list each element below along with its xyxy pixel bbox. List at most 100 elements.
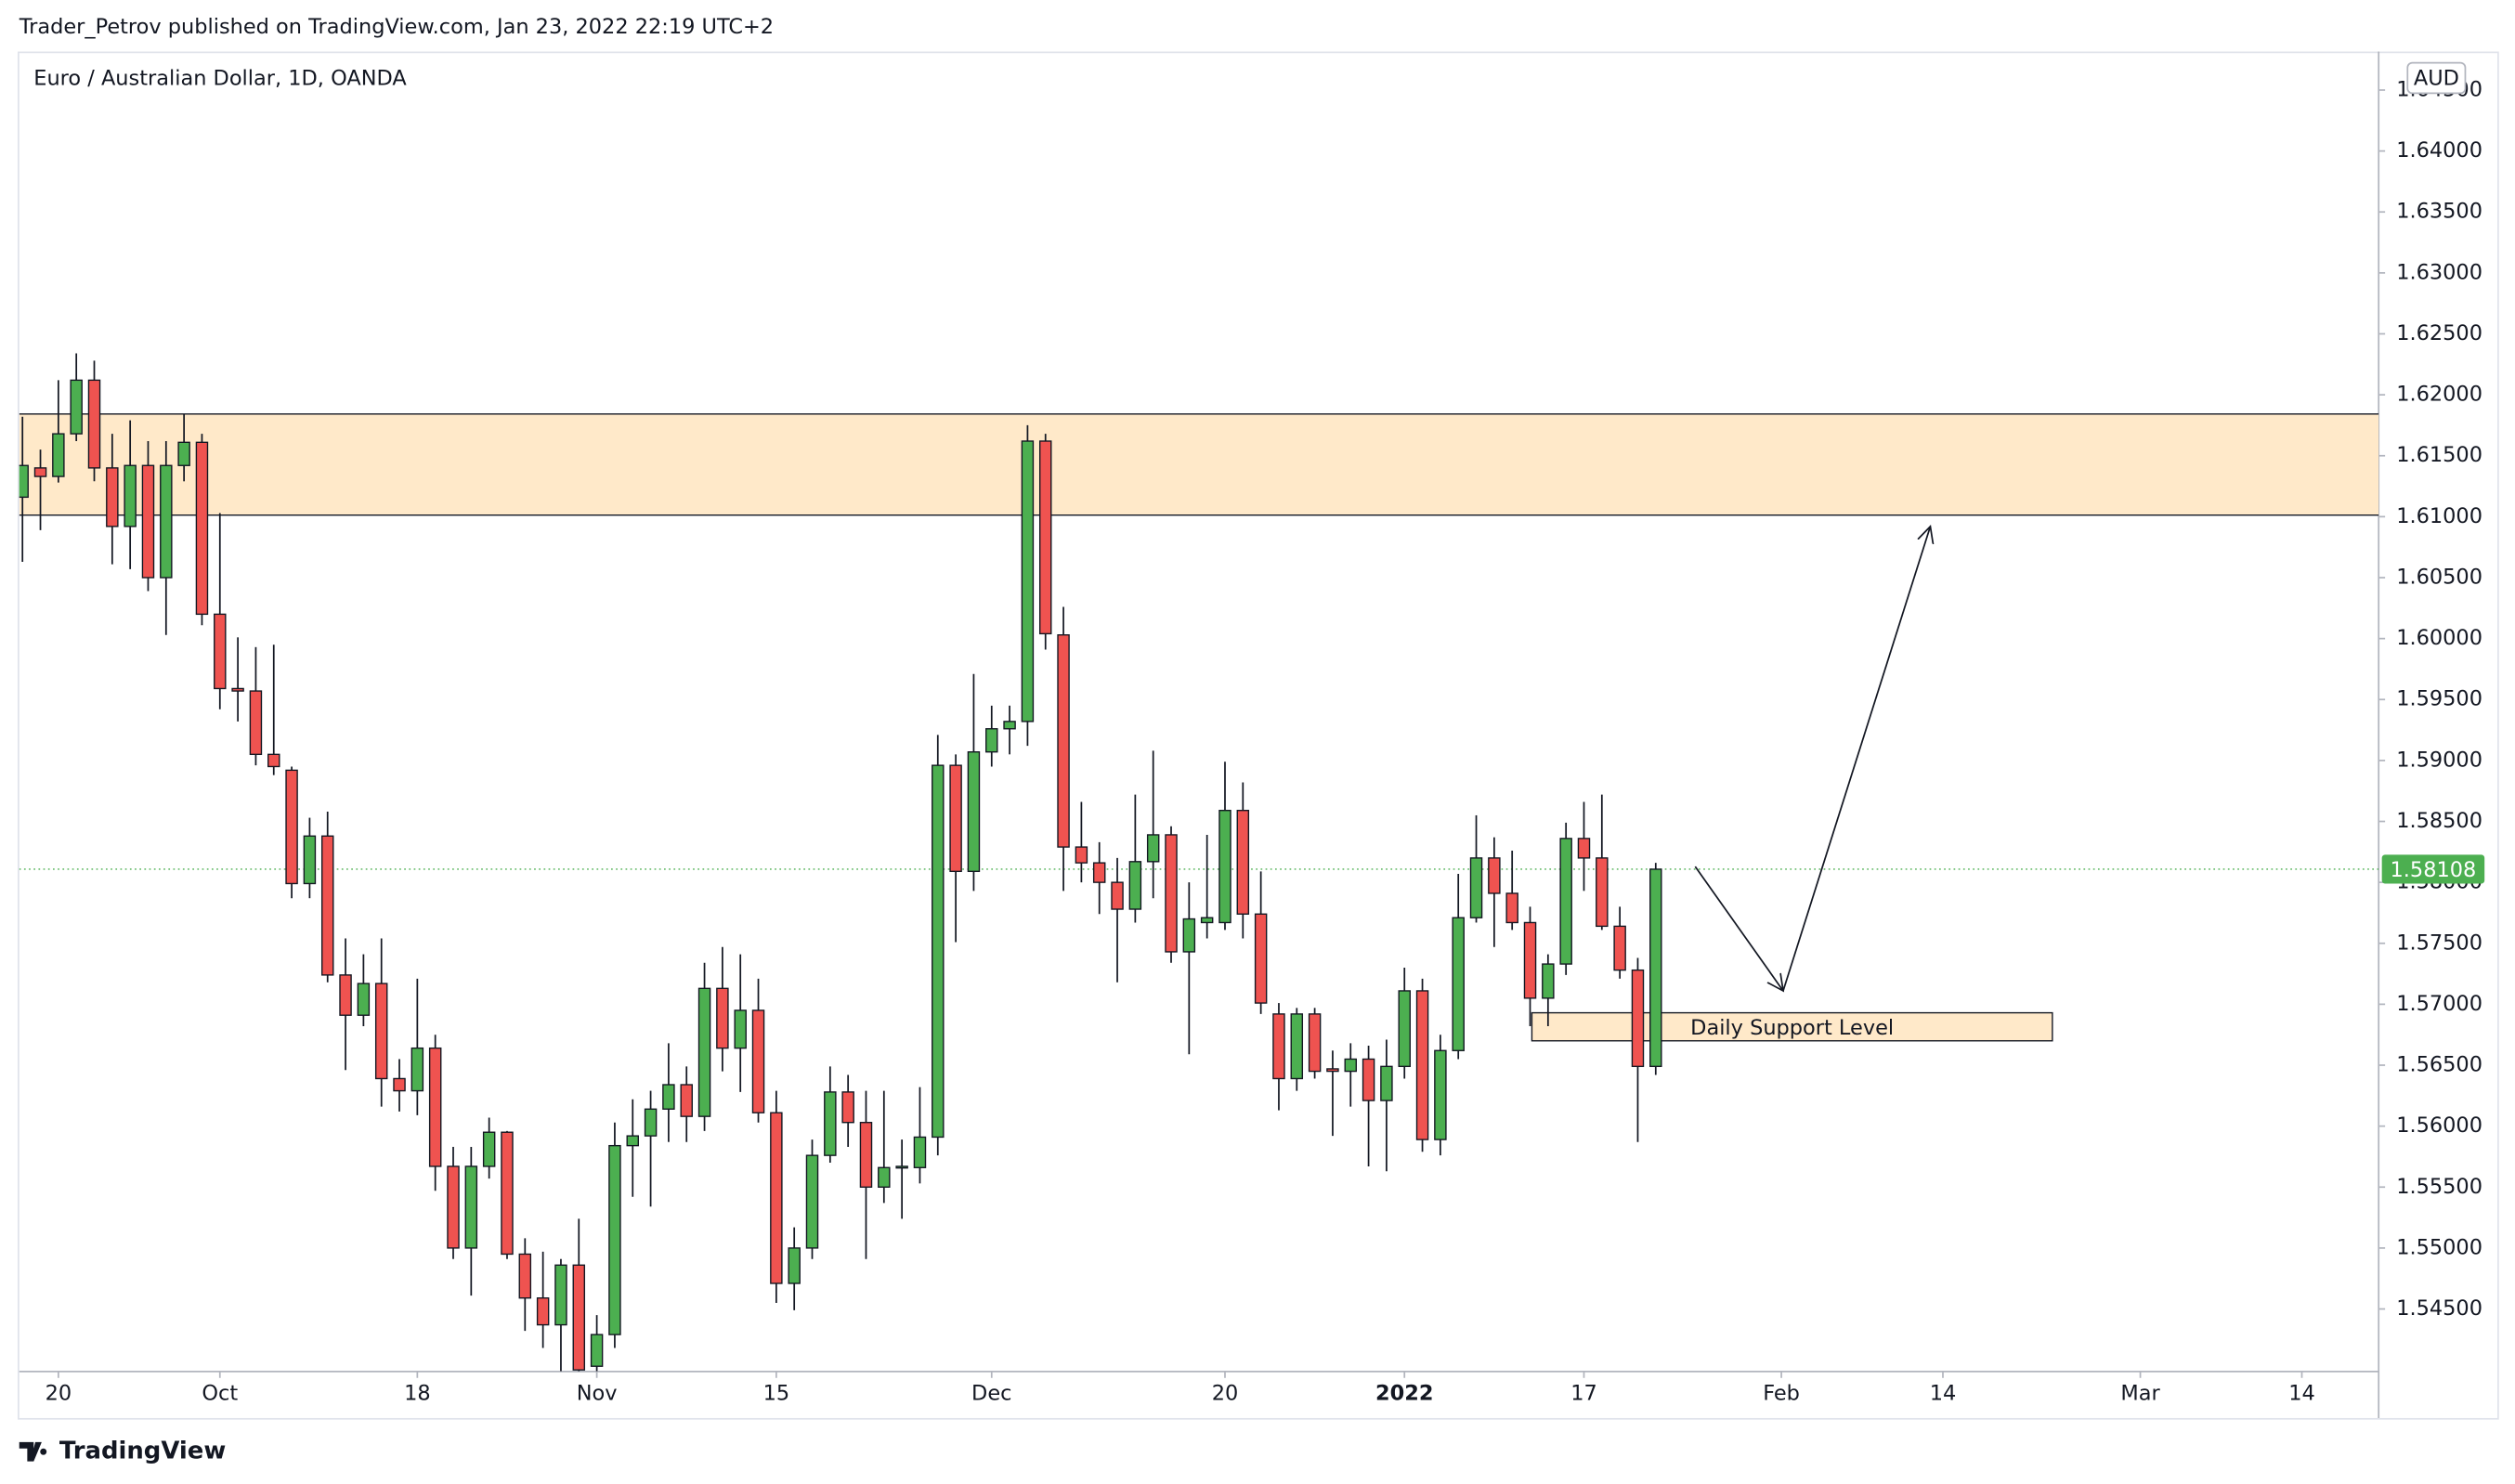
header: Trader_Petrov published on TradingView.c…: [19, 15, 774, 39]
candle-body: [87, 379, 101, 469]
candle-body: [1649, 868, 1662, 1068]
candle-body: [1488, 857, 1501, 894]
x-tick-label: 14: [1930, 1382, 1957, 1406]
candle-body: [1308, 1013, 1322, 1073]
candle-body: [267, 753, 280, 768]
candle-body: [19, 464, 29, 499]
candle-body: [1038, 440, 1052, 635]
y-tick-label: 1.55000: [2396, 1235, 2482, 1259]
y-tick-label: 1.57000: [2396, 992, 2482, 1016]
y-tick-label: 1.62500: [2396, 321, 2482, 345]
x-tick-label: Nov: [577, 1382, 618, 1406]
candle-body: [303, 835, 317, 885]
candle-body: [33, 467, 47, 477]
candle-body: [1469, 857, 1483, 918]
candle-body: [1596, 857, 1609, 928]
y-tick-label: 1.56000: [2396, 1113, 2482, 1138]
candle-body: [572, 1264, 586, 1371]
x-tick-label: 20: [1212, 1382, 1239, 1406]
candle-body: [1021, 440, 1035, 722]
candle-body: [1254, 913, 1268, 1004]
candle-body: [859, 1122, 873, 1188]
candle-body: [554, 1264, 567, 1326]
candle-body: [697, 987, 711, 1117]
candle-body: [1380, 1065, 1393, 1101]
candle-body: [1200, 917, 1214, 924]
y-tick-label: 1.57500: [2396, 931, 2482, 955]
candle-body: [214, 613, 227, 690]
candle-body: [1559, 838, 1572, 965]
currency-badge: [2406, 61, 2467, 95]
candle-body: [1631, 969, 1645, 1068]
candle-body: [967, 751, 981, 873]
candle-body: [195, 441, 209, 616]
candle-body: [590, 1334, 604, 1367]
x-tick-label: 20: [46, 1382, 72, 1406]
axes: 1.54500 1.55000 1.55500 1.56000 1.56500 1.570…: [46, 77, 2482, 1405]
candle-body: [1075, 846, 1088, 864]
candle-body: [231, 687, 244, 692]
candle-body: [788, 1247, 801, 1284]
y-tick-label: 1.58500: [2396, 809, 2482, 833]
candle-body: [70, 379, 83, 435]
candle-body: [985, 728, 998, 753]
y-tick-label: 1.60500: [2396, 566, 2482, 590]
candle-body: [501, 1131, 514, 1256]
x-tick-label: 2022: [1375, 1382, 1433, 1406]
currency: AUD: [2414, 66, 2459, 90]
x-tick-label: Oct: [202, 1382, 238, 1406]
x-tick-label: 15: [763, 1382, 790, 1406]
zone: [19, 413, 2379, 515]
candle-body: [949, 764, 962, 873]
candle-body: [1344, 1058, 1357, 1073]
candle-body: [1523, 921, 1537, 999]
candle-body: [716, 987, 729, 1049]
candle-body: [734, 1009, 747, 1049]
candle-body: [1111, 881, 1124, 910]
candle-body: [1128, 861, 1142, 910]
candle-body: [1415, 990, 1429, 1140]
y-tick-label: 1.63500: [2396, 200, 2482, 224]
candle-body: [393, 1077, 406, 1092]
candle-body: [1146, 834, 1160, 863]
candle-body: [680, 1084, 693, 1117]
candle-body: [1092, 862, 1106, 883]
candle-body: [249, 690, 263, 756]
candle-body: [1218, 810, 1231, 924]
y-tick-label: 1.59000: [2396, 748, 2482, 772]
candle-body: [447, 1165, 460, 1249]
candle-body: [141, 464, 155, 579]
y-tick-label: 1.56500: [2396, 1053, 2482, 1077]
frame: [17, 51, 2499, 1420]
arrow-segment: [1782, 527, 1930, 992]
candle-body: [410, 1047, 424, 1092]
x-tick-label: Mar: [2120, 1382, 2160, 1406]
candle-body: [320, 835, 334, 976]
candle-body: [1236, 810, 1250, 915]
candle-body: [106, 467, 119, 527]
candle-body: [374, 983, 388, 1080]
y-tick-label: 1.62000: [2396, 383, 2482, 407]
candle-body: [1398, 990, 1411, 1068]
candle-body: [1003, 721, 1016, 730]
x-tick-label: Dec: [971, 1382, 1011, 1406]
candle-body: [124, 464, 137, 527]
y-tick-label: 1.60000: [2396, 626, 2482, 650]
y-tick-label: 1.63000: [2396, 260, 2482, 284]
candle-body: [751, 1009, 765, 1113]
candle-body: [841, 1091, 854, 1124]
candle-body: [1577, 838, 1591, 859]
x-tick-label: 14: [2288, 1382, 2315, 1406]
candle-body: [536, 1297, 550, 1326]
candle-body: [1057, 634, 1070, 848]
candle-body: [428, 1047, 442, 1167]
candle-body: [357, 983, 371, 1016]
candle-body: [1434, 1049, 1447, 1140]
y-tick-label: 1.59500: [2396, 687, 2482, 711]
candle-body: [878, 1166, 891, 1188]
candle-body: [1542, 963, 1555, 999]
candle-body: [1182, 918, 1196, 953]
y-tick-label: 1.55500: [2396, 1175, 2482, 1199]
brand: TradingView: [59, 1438, 226, 1465]
